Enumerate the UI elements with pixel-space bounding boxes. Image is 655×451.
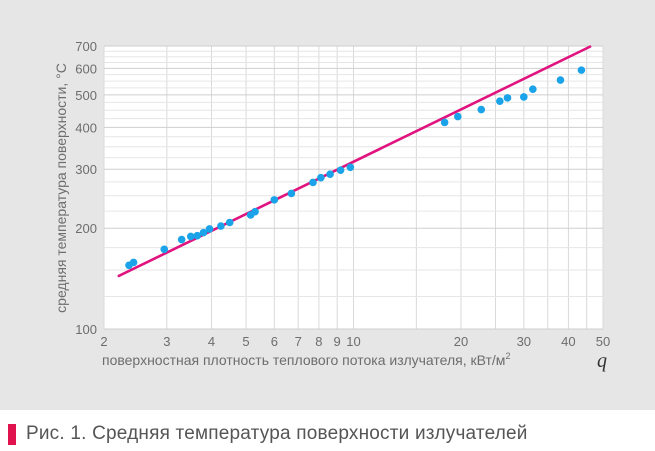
data-points xyxy=(125,66,586,270)
data-point xyxy=(270,196,279,204)
data-point xyxy=(577,66,586,74)
data-point xyxy=(556,76,565,84)
data-point xyxy=(440,118,449,127)
y-tick-label: 100 xyxy=(75,322,97,337)
data-point xyxy=(503,94,512,102)
data-point xyxy=(205,225,214,233)
y-tick-label: 300 xyxy=(75,162,97,177)
x-tick-label: 6 xyxy=(271,334,278,349)
y-tick-label: 400 xyxy=(75,120,97,135)
data-point xyxy=(287,189,296,198)
data-point xyxy=(529,85,537,94)
y-tick-label: 700 xyxy=(75,39,97,54)
data-point xyxy=(177,235,186,244)
y-tick-label: 500 xyxy=(75,88,97,103)
data-point xyxy=(309,178,317,187)
data-point xyxy=(496,97,504,105)
data-point xyxy=(520,93,528,101)
data-point xyxy=(217,222,225,230)
x-tick-label: 20 xyxy=(454,334,468,349)
figure-caption: Рис. 1. Средняя температура поверхности … xyxy=(8,423,528,445)
q-axis-label: q xyxy=(597,350,607,372)
y-axis-title: средняя температура поверхности, °С xyxy=(53,63,69,313)
x-tick-label: 30 xyxy=(517,334,531,349)
x-tick-label: 3 xyxy=(163,334,170,349)
y-tick-label: 200 xyxy=(75,221,97,236)
x-tick-label: 4 xyxy=(208,334,215,349)
data-point xyxy=(186,232,195,241)
x-tick-label: 10 xyxy=(346,334,360,349)
data-point xyxy=(160,245,169,254)
data-point xyxy=(454,112,462,121)
data-point xyxy=(317,173,325,182)
x-tick-label: 2 xyxy=(100,334,107,349)
data-point xyxy=(477,105,486,114)
x-tick-label: 8 xyxy=(315,334,322,349)
data-point xyxy=(129,258,138,267)
x-tick-labels: 2 3 4 5 6 7 8 9 10 20 30 40 50 xyxy=(100,334,610,349)
data-point xyxy=(346,163,355,172)
data-point xyxy=(326,170,334,178)
data-point xyxy=(193,231,202,240)
data-point xyxy=(251,207,259,216)
data-point xyxy=(225,218,234,227)
y-tick-labels: 100 200 300 400 500 600 700 xyxy=(75,39,97,337)
data-point xyxy=(336,166,345,174)
x-tick-label: 50 xyxy=(596,334,610,349)
x-tick-label: 9 xyxy=(334,334,341,349)
data-point xyxy=(199,228,208,237)
x-tick-label: 40 xyxy=(561,334,575,349)
grid xyxy=(103,45,604,330)
y-tick-label: 600 xyxy=(75,61,97,76)
caption-text: Рис. 1. Средняя температура поверхности … xyxy=(26,423,528,444)
caption-marker xyxy=(8,423,16,445)
chart-svg: 2 3 4 5 6 7 8 9 10 20 30 40 50 100 200 300 400 500 600 700… xyxy=(53,39,610,372)
x-tick-label: 5 xyxy=(242,334,249,349)
x-axis-title: поверхностная плотность теплового потока… xyxy=(102,351,510,368)
x-tick-label: 7 xyxy=(295,334,302,349)
